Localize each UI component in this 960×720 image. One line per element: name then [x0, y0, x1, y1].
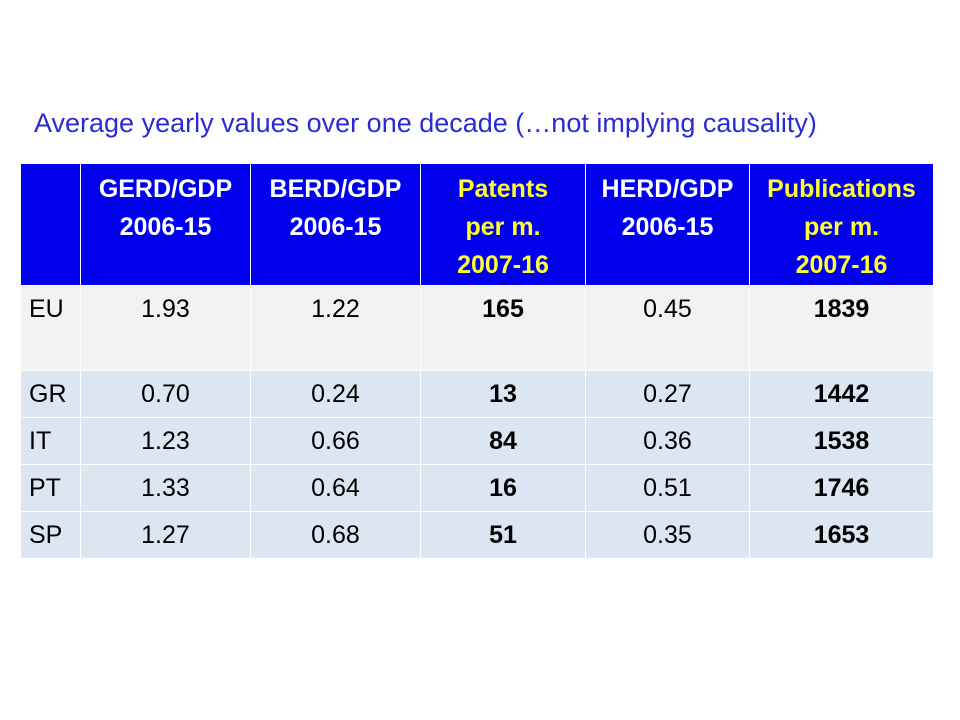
header-herd-line: 2006-15	[621, 213, 714, 241]
cell-berd: 0.68	[250, 511, 421, 559]
header-blank	[20, 163, 81, 286]
header-publications: Publications per m. 2007-16	[749, 163, 934, 286]
cell-publications: 1839	[749, 285, 934, 371]
header-patents-line: 2007-16	[457, 251, 549, 279]
cell-country: PT	[20, 464, 81, 512]
slide-title: Average yearly values over one decade (……	[34, 108, 817, 138]
header-patents-line: Patents	[457, 175, 549, 203]
header-publications-line: Publications	[767, 175, 916, 203]
cell-patents: 16	[420, 464, 586, 512]
cell-country: GR	[20, 370, 81, 418]
cell-publications: 1538	[749, 417, 934, 465]
cell-gerd: 1.27	[80, 511, 251, 559]
header-gerd: GERD/GDP 2006-15	[80, 163, 251, 286]
cell-gerd: 0.70	[80, 370, 251, 418]
cell-gerd: 1.93	[80, 285, 251, 371]
cell-berd: 0.64	[250, 464, 421, 512]
table-row-eu: EU 1.93 1.22 165 0.45 1839	[20, 285, 934, 371]
header-gerd-line: GERD/GDP	[98, 175, 233, 203]
table-row-pt: PT 1.33 0.64 16 0.51 1746	[20, 464, 934, 512]
cell-patents: 51	[420, 511, 586, 559]
cell-publications: 1442	[749, 370, 934, 418]
table-row-sp: SP 1.27 0.68 51 0.35 1653	[20, 511, 934, 559]
cell-gerd: 1.23	[80, 417, 251, 465]
cell-country: EU	[20, 285, 81, 371]
cell-berd: 1.22	[250, 285, 421, 371]
cell-patents: 84	[420, 417, 586, 465]
cell-herd: 0.27	[585, 370, 750, 418]
header-herd: HERD/GDP 2006-15	[585, 163, 750, 286]
header-patents-line: per m.	[465, 213, 541, 241]
table-row-gr: GR 0.70 0.24 13 0.27 1442	[20, 370, 934, 418]
cell-herd: 0.36	[585, 417, 750, 465]
header-berd-line: BERD/GDP	[269, 175, 402, 203]
header-berd: BERD/GDP 2006-15	[250, 163, 421, 286]
cell-publications: 1653	[749, 511, 934, 559]
cell-gerd: 1.33	[80, 464, 251, 512]
header-patents: Patents per m. 2007-16	[420, 163, 586, 286]
header-herd-line: HERD/GDP	[601, 175, 734, 203]
cell-country: IT	[20, 417, 81, 465]
cell-patents: 165	[420, 285, 586, 371]
header-gerd-line: 2006-15	[119, 213, 212, 241]
cell-herd: 0.35	[585, 511, 750, 559]
table-row-it: IT 1.23 0.66 84 0.36 1538	[20, 417, 934, 465]
cell-patents: 13	[420, 370, 586, 418]
cell-berd: 0.66	[250, 417, 421, 465]
cell-country: SP	[20, 511, 81, 559]
cell-herd: 0.51	[585, 464, 750, 512]
header-row: GERD/GDP 2006-15 BERD/GDP 2006-15 Patent…	[20, 163, 934, 286]
cell-berd: 0.24	[250, 370, 421, 418]
data-table: GERD/GDP 2006-15 BERD/GDP 2006-15 Patent…	[20, 163, 934, 559]
cell-herd: 0.45	[585, 285, 750, 371]
header-publications-line: 2007-16	[795, 251, 888, 279]
header-berd-line: 2006-15	[289, 213, 382, 241]
cell-publications: 1746	[749, 464, 934, 512]
header-publications-line: per m.	[803, 213, 880, 241]
